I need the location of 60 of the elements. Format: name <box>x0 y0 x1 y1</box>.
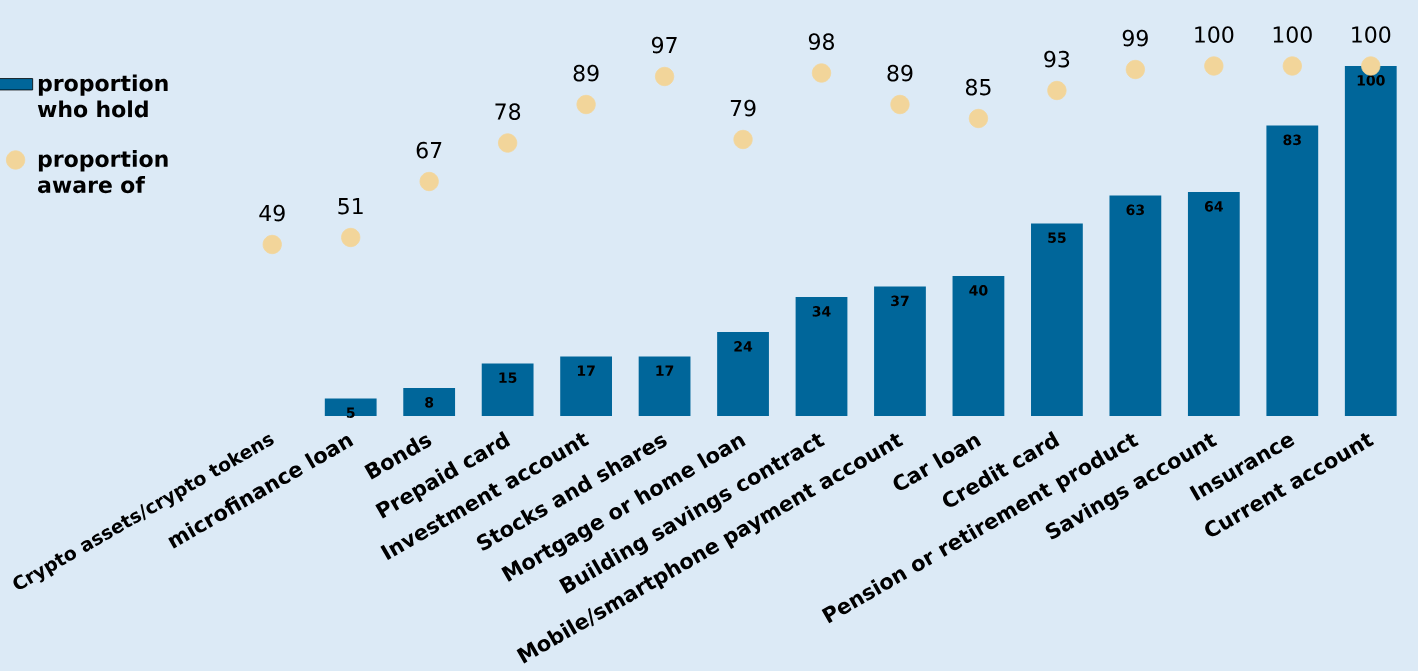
bar <box>1109 195 1162 416</box>
data-label: 17 <box>577 365 595 376</box>
data-label: 17 <box>656 365 674 376</box>
data-label: 97 <box>651 36 677 54</box>
point <box>654 66 675 87</box>
data-label: 5 <box>346 407 355 418</box>
bar <box>481 363 534 416</box>
bar <box>1266 125 1319 416</box>
bar <box>952 276 1005 416</box>
point <box>419 171 439 192</box>
point <box>341 227 361 248</box>
point <box>1125 59 1145 80</box>
data-label: 49 <box>259 204 285 222</box>
bar <box>1187 192 1240 416</box>
point <box>890 94 910 115</box>
point <box>1047 80 1067 101</box>
data-label: 100 <box>1273 26 1312 43</box>
point <box>1282 56 1302 76</box>
point <box>968 108 989 129</box>
data-label: 89 <box>887 64 913 82</box>
point <box>733 129 753 150</box>
bar <box>560 356 612 416</box>
point <box>1361 56 1381 76</box>
point <box>576 94 596 115</box>
bar <box>717 332 769 416</box>
data-label: 8 <box>425 397 434 408</box>
data-label: 99 <box>1122 29 1148 47</box>
data-label: 63 <box>1126 204 1144 216</box>
data-label: 24 <box>734 341 753 352</box>
bar <box>324 398 377 416</box>
bar <box>1344 66 1397 416</box>
data-label: 100 <box>1352 26 1391 43</box>
point <box>498 133 518 153</box>
data-label: 83 <box>1283 134 1301 146</box>
data-label: 67 <box>416 141 442 159</box>
data-label: 100 <box>1357 75 1385 86</box>
bar <box>795 297 848 416</box>
data-label: 64 <box>1204 201 1223 212</box>
data-label: 37 <box>891 295 909 307</box>
data-label: 79 <box>730 99 756 117</box>
data-label: 85 <box>965 78 991 96</box>
data-label: 98 <box>808 33 834 50</box>
bar <box>638 356 691 416</box>
legend-label: proportion aware of <box>38 150 168 194</box>
legend-label: proportion who hold <box>37 74 168 118</box>
point <box>1204 56 1224 76</box>
data-label: 15 <box>499 372 517 383</box>
bar <box>403 388 456 416</box>
point <box>811 63 832 83</box>
data-label: 55 <box>1048 232 1066 243</box>
data-label: 34 <box>812 306 831 317</box>
data-label: 78 <box>495 103 521 120</box>
data-label: 89 <box>573 64 599 82</box>
bar <box>874 286 926 416</box>
data-label: 51 <box>338 198 363 215</box>
point <box>262 234 282 255</box>
data-label: 40 <box>969 285 988 296</box>
data-label: 93 <box>1044 50 1070 68</box>
bar <box>1031 223 1083 416</box>
data-label: 100 <box>1195 26 1234 43</box>
